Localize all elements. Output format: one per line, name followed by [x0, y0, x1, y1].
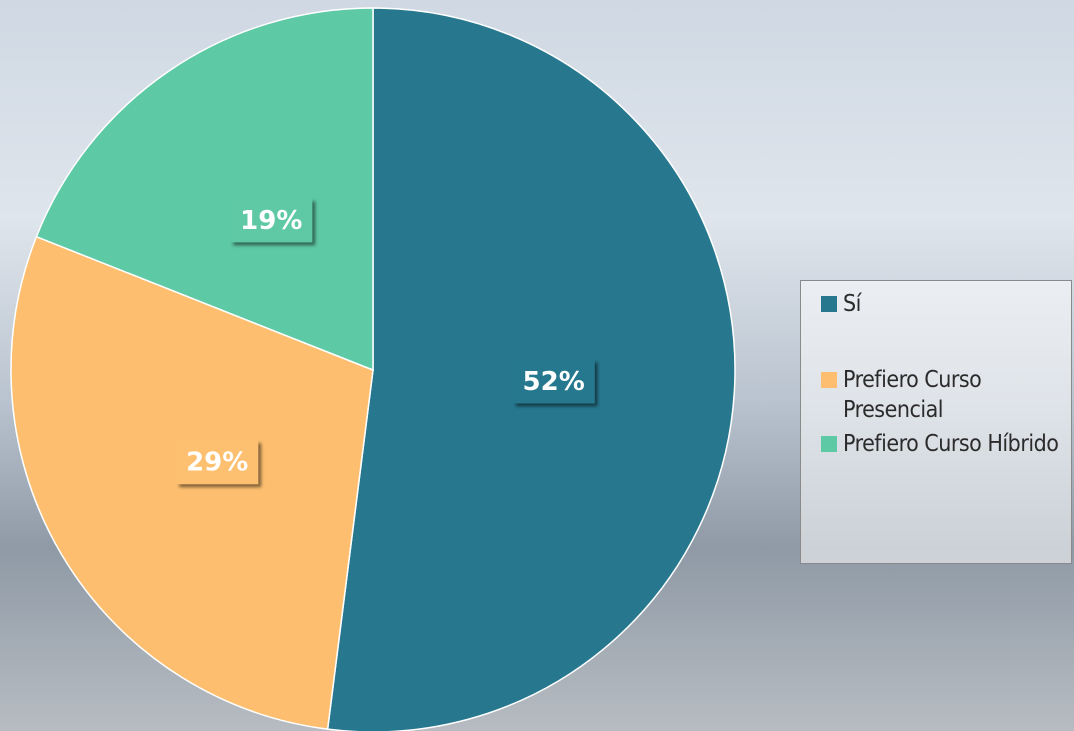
data-label: 19% — [240, 206, 302, 236]
legend-label: Sí — [843, 289, 861, 319]
legend-swatch — [821, 436, 837, 452]
legend-entry: Prefiero Curso Presencial — [821, 365, 1065, 425]
data-label-group: 19% — [230, 198, 312, 242]
data-label: 52% — [523, 367, 585, 397]
data-label-group: 52% — [513, 359, 595, 403]
legend-swatch — [821, 372, 837, 388]
legend: Sí Prefiero Curso Presencial Prefiero Curs… — [800, 280, 1072, 564]
data-label-group: 29% — [176, 440, 258, 484]
legend-label: Prefiero Curso Presencial — [843, 365, 1065, 425]
data-label: 29% — [186, 448, 248, 478]
legend-entry: Sí — [821, 289, 1065, 319]
legend-swatch — [821, 296, 837, 312]
legend-entry: Prefiero Curso Híbrido — [821, 429, 1065, 459]
legend-label: Prefiero Curso Híbrido — [843, 429, 1058, 459]
page: 52% 29% 19% Sí Prefiero Curso Presencial Pre… — [0, 0, 1074, 731]
